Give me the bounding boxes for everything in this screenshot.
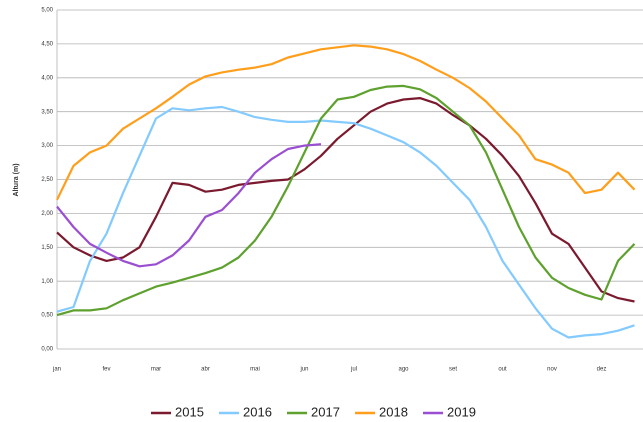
y-tick-label: 5,00	[41, 8, 53, 14]
y-axis-title: Altura (m)	[13, 163, 20, 196]
series-line	[56, 44, 636, 201]
y-tick-label: 0,00	[41, 347, 53, 353]
x-tick-label: mai	[250, 367, 260, 373]
y-tick-label: 1,00	[41, 279, 53, 285]
x-tick-label: ago	[398, 367, 409, 373]
y-tick-label: 3,50	[41, 109, 53, 115]
x-tick-label: dez	[597, 367, 607, 373]
x-tick-label: jan	[52, 367, 61, 373]
legend-text: 2017	[311, 404, 340, 419]
y-tick-label: 4,50	[41, 41, 53, 47]
y-tick-label: 0,50	[41, 313, 53, 319]
x-tick-label: jun	[299, 367, 308, 373]
series-line	[56, 97, 635, 303]
x-tick-label: mar	[151, 367, 161, 373]
y-tick-label: 4,00	[41, 75, 53, 81]
x-tick-label: nov	[547, 367, 557, 373]
x-tick-label: jul	[350, 367, 357, 373]
y-tick-label: 1,50	[41, 245, 53, 251]
x-tick-label: set	[449, 367, 457, 373]
legend-text: 2015	[175, 404, 204, 419]
y-tick-label: 2,00	[41, 211, 53, 217]
series-line	[56, 143, 322, 268]
series-line	[56, 105, 635, 339]
series-line	[56, 84, 636, 317]
x-tick-label: fev	[102, 367, 110, 373]
y-tick-label: 2,50	[41, 177, 53, 183]
x-tick-label: abr	[201, 367, 210, 373]
legend-text: 2016	[243, 404, 272, 419]
legend-text: 2018	[379, 404, 408, 419]
y-tick-label: 3,00	[41, 143, 53, 149]
x-tick-label: out	[498, 367, 507, 373]
legend-text: 2019	[447, 404, 476, 419]
